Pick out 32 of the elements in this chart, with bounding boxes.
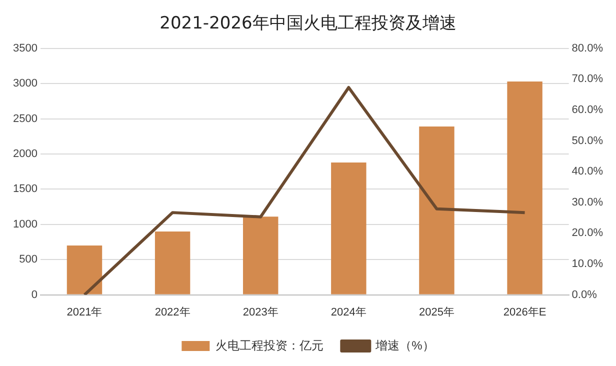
x-tick-label: 2023年 bbox=[242, 306, 278, 318]
y2-tick-label: 80.0% bbox=[572, 42, 604, 54]
bar bbox=[66, 246, 102, 294]
x-tick-label: 2021年 bbox=[66, 306, 102, 318]
x-tick-label: 2024年 bbox=[330, 306, 366, 318]
legend-label: 火电工程投资：亿元 bbox=[216, 338, 324, 352]
bar bbox=[154, 231, 190, 294]
y-tick-label: 2500 bbox=[12, 112, 38, 125]
chart-title: 2021-2026年中国火电工程投资及增速 bbox=[160, 14, 456, 34]
y-tick-label: 2000 bbox=[12, 148, 38, 160]
y2-tick-label: 0.0% bbox=[572, 288, 598, 301]
y-tick-label: 1000 bbox=[12, 218, 38, 230]
x-tick-label: 2026年E bbox=[503, 306, 546, 318]
y2-tick-label: 40.0% bbox=[572, 166, 604, 178]
bar bbox=[507, 81, 542, 294]
bar bbox=[331, 162, 366, 294]
bar bbox=[419, 126, 454, 294]
y2-tick-label: 60.0% bbox=[572, 104, 604, 116]
y2-tick-label: 70.0% bbox=[572, 73, 604, 86]
y-tick-label: 500 bbox=[19, 254, 38, 266]
legend-label: 增速（%） bbox=[374, 338, 434, 352]
x-tick-label: 2025年 bbox=[418, 306, 454, 318]
y-tick-label: 3500 bbox=[12, 42, 38, 54]
y2-tick-label: 10.0% bbox=[572, 258, 604, 270]
y2-tick-label: 30.0% bbox=[572, 196, 604, 208]
y-tick-label: 1500 bbox=[12, 183, 38, 196]
y2-tick-label: 50.0% bbox=[572, 134, 604, 147]
x-tick-label: 2022年 bbox=[154, 306, 190, 318]
bar bbox=[243, 216, 278, 294]
y-tick-label: 0 bbox=[31, 288, 38, 301]
y-tick-label: 3000 bbox=[12, 78, 38, 90]
y2-tick-label: 20.0% bbox=[572, 227, 604, 240]
